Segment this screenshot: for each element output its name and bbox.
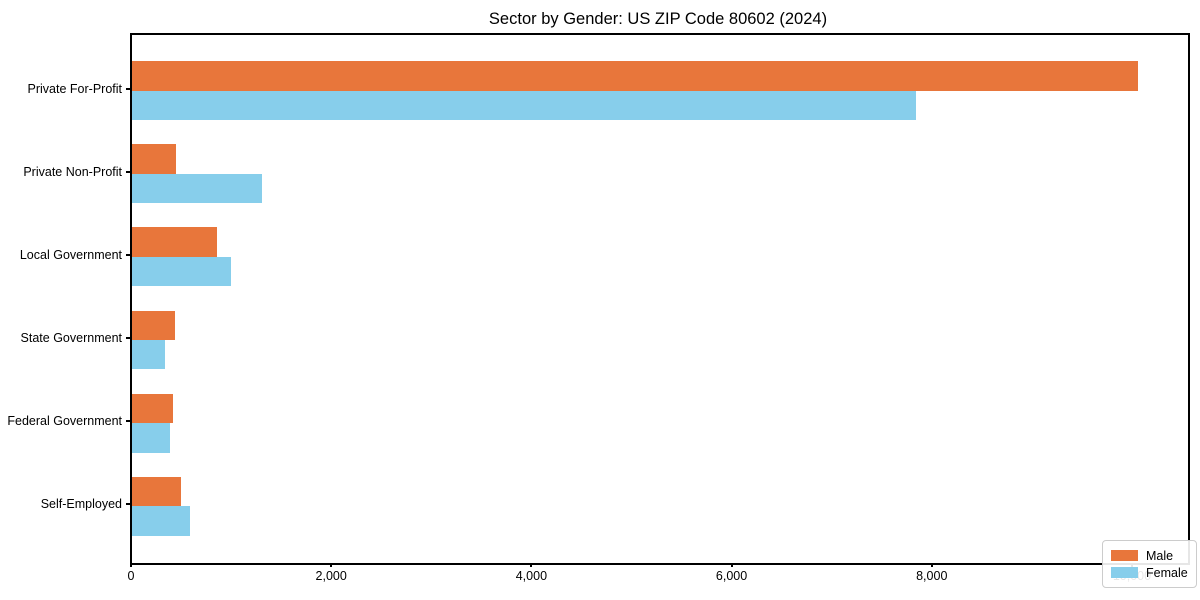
ytick-label-5: Federal Government xyxy=(7,414,122,429)
legend-label-male: Male xyxy=(1146,548,1174,563)
bar-male-1 xyxy=(132,61,1138,91)
xtick-label-4: 6,000 xyxy=(715,569,748,583)
xtick-label-1: 0 xyxy=(127,569,135,583)
xtick-label-5: 8,000 xyxy=(916,569,948,583)
xtick-label-2: 2,000 xyxy=(315,569,347,583)
xtick-mark-1 xyxy=(130,563,132,567)
bar-female-2 xyxy=(132,173,263,204)
legend: Male Female xyxy=(1102,540,1197,588)
legend-item-male: Male xyxy=(1111,547,1188,564)
xtick-mark-3 xyxy=(530,563,533,567)
xtick-mark-4 xyxy=(730,563,733,567)
legend-item-female: Female xyxy=(1111,564,1188,581)
bar-male-3 xyxy=(132,227,218,257)
chart-title: Sector by Gender: US ZIP Code 80602 (202… xyxy=(488,10,828,28)
xtick-label-3: 4,000 xyxy=(515,569,548,583)
ytick-label-6: Self-Employed xyxy=(40,497,122,512)
legend-swatch-female xyxy=(1111,567,1138,578)
xtick-mark-2 xyxy=(330,563,333,567)
bar-male-4 xyxy=(132,310,176,340)
bar-male-2 xyxy=(132,144,177,174)
bar-female-5 xyxy=(132,423,170,453)
ytick-mark-1 xyxy=(126,87,130,90)
legend-label-female: Female xyxy=(1146,565,1188,580)
bar-male-5 xyxy=(132,393,174,424)
bar-female-6 xyxy=(132,506,191,536)
ytick-mark-4 xyxy=(126,337,130,340)
legend-swatch-male xyxy=(1111,550,1138,561)
ytick-mark-2 xyxy=(126,170,130,173)
bar-female-3 xyxy=(132,256,232,287)
bar-female-4 xyxy=(132,340,166,370)
ytick-label-3: Local Government xyxy=(19,247,122,262)
xtick-mark-5 xyxy=(930,563,933,567)
bar-female-1 xyxy=(132,90,916,120)
bar-male-6 xyxy=(132,476,182,507)
ytick-mark-3 xyxy=(126,253,130,256)
ytick-mark-6 xyxy=(126,503,130,506)
ytick-label-1: Private For-Profit xyxy=(27,81,122,96)
plot-area xyxy=(130,33,1190,565)
ytick-label-4: State Government xyxy=(20,331,122,346)
ytick-label-2: Private Non-Profit xyxy=(23,164,122,179)
ytick-mark-5 xyxy=(126,420,130,423)
